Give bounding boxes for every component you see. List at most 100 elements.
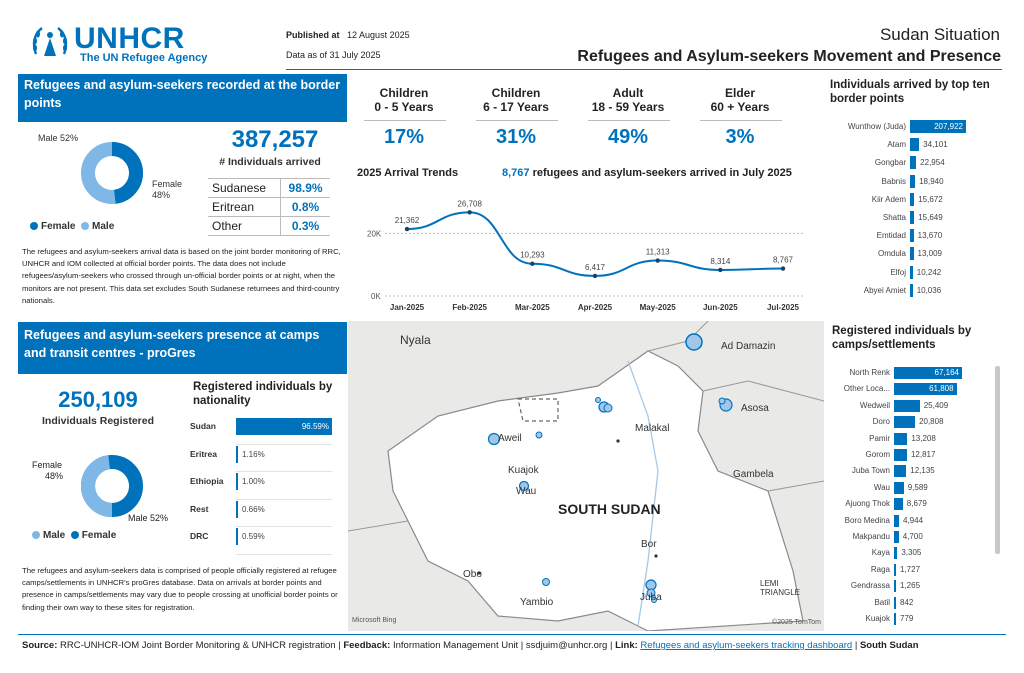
bar[interactable] [894,416,916,429]
trend-point[interactable] [718,267,723,273]
trend-point[interactable] [404,226,410,232]
bar[interactable] [894,514,899,527]
bar[interactable] [894,547,898,560]
bar-label: Raga [870,564,890,574]
age-group-label: Elder [724,86,755,100]
bar-label: Makpandu [852,532,890,541]
border-female-label-1: Female [152,179,183,189]
bar[interactable] [910,211,915,224]
bar-value: 10,036 [916,285,942,295]
trend-point[interactable] [592,273,598,279]
bar[interactable] [894,613,896,625]
map[interactable]: Nyala Ad Damazin Asosa Malakal Aweil Kua… [348,321,824,631]
trend-point[interactable] [655,258,660,263]
bar-label: Gorom [865,450,890,459]
bar-value: 0.66% [242,504,265,514]
bar-value: 779 [900,614,914,623]
footer-source-text: RRC-UNHCR-IOM Joint Border Monitoring & … [60,640,341,651]
bar[interactable] [894,580,896,593]
bar-label: Other Loca... [843,384,890,394]
map-country-label: SOUTH SUDAN [558,501,661,517]
bar[interactable] [894,563,896,576]
bar[interactable] [236,528,238,545]
bar[interactable] [894,531,899,543]
presence-gender-legend: Male Female [32,530,116,541]
presence-female-label-1: Female [32,460,63,470]
bar-value: 1.16% [242,449,265,459]
border-gender-legend: Female Male [30,221,114,232]
border-section-title: Refugees and asylum-seekers recorded at … [18,74,347,122]
bar[interactable] [910,229,914,243]
trend-point[interactable] [467,210,472,215]
footer-divider [18,634,1006,635]
footer-source-label: Source: [22,640,58,651]
bar[interactable] [910,156,917,170]
age-group-divider [700,120,782,121]
legend-female: Female [41,221,76,232]
bar-label: Gendrassa [850,581,890,591]
data-label: 26,708 [457,199,482,208]
bar[interactable] [910,247,914,261]
border-gender-donut [30,128,200,233]
age-group-range: 6 - 17 Years [483,100,549,114]
bar[interactable] [910,192,915,206]
age-group-range: 60 + Years [710,100,770,114]
trend-point[interactable] [780,266,786,271]
footer-country: South Sudan [859,640,919,651]
age-group-pct: 49% [607,126,649,148]
table-row: Sudanese 98.9% [208,178,330,198]
bar[interactable] [910,283,913,297]
trend-highlight: 8,767 refugees and asylum-seekers arrive… [502,167,792,179]
bar-label: Juba Town [851,466,890,476]
trend-point[interactable] [530,261,535,266]
bar[interactable] [910,265,913,279]
bar[interactable] [236,418,332,435]
bar[interactable] [236,500,238,518]
bar[interactable] [894,383,957,396]
dashboard-link[interactable]: Refugees and asylum-seekers tracking das… [640,640,853,651]
age-group-label: Adult [612,86,644,100]
bar-label: Doro [872,417,890,427]
bar[interactable] [894,399,920,412]
border-nationality-table: Sudanese 98.9% Eritrean 0.8% Other 0.3% [208,178,330,236]
bar-value: 12,817 [910,450,936,459]
trend-title: 2025 Arrival Trends [357,167,459,179]
y-tick-label: 0K [371,292,381,301]
bar[interactable] [894,465,907,478]
bar-value: 1.00% [242,477,265,486]
bar-label: Babnis [881,176,906,186]
data-label: 21,362 [395,216,420,225]
bar[interactable] [894,498,903,511]
bar[interactable] [894,596,896,609]
bar-label: Batil [874,597,890,607]
bar[interactable] [910,120,966,133]
bar[interactable] [894,449,907,461]
bar[interactable] [236,473,238,490]
map-label: Asosa [741,403,769,414]
bar-value: 96.59% [301,422,329,431]
bar[interactable] [236,445,238,463]
bar[interactable] [894,481,904,494]
camps-scrollbar[interactable] [995,366,1000,554]
bar-value: 61,808 [929,384,954,394]
bar-label: Boro Medina [844,515,890,525]
bar-value: 207,922 [934,122,963,131]
bar[interactable] [894,432,908,445]
border-male-label: Male 52% [38,133,79,143]
y-tick-label: 20K [367,229,382,238]
unhcr-emblem-icon [32,27,68,56]
bar-label: Ajuong Thok [845,499,890,509]
age-group-divider [364,120,446,121]
footer-feedback-label: Feedback: [343,640,391,651]
bar[interactable] [894,367,962,379]
x-tick-label: Apr-2025 [578,303,613,312]
map-label: Yambio [520,597,554,608]
x-tick-label: Jul-2025 [767,303,800,312]
bar[interactable] [910,174,916,188]
camps-chart: North Renk 67,164 Other Loca... 61,808 Wedwe… [826,367,994,629]
camps-title: Registered individuals by camps/settleme… [832,325,972,351]
nationality-chart-title: Registered individuals by nationality [193,381,333,407]
bar-value: 67,164 [934,368,959,377]
bar-label: Rest [190,503,209,514]
bar[interactable] [910,138,920,152]
